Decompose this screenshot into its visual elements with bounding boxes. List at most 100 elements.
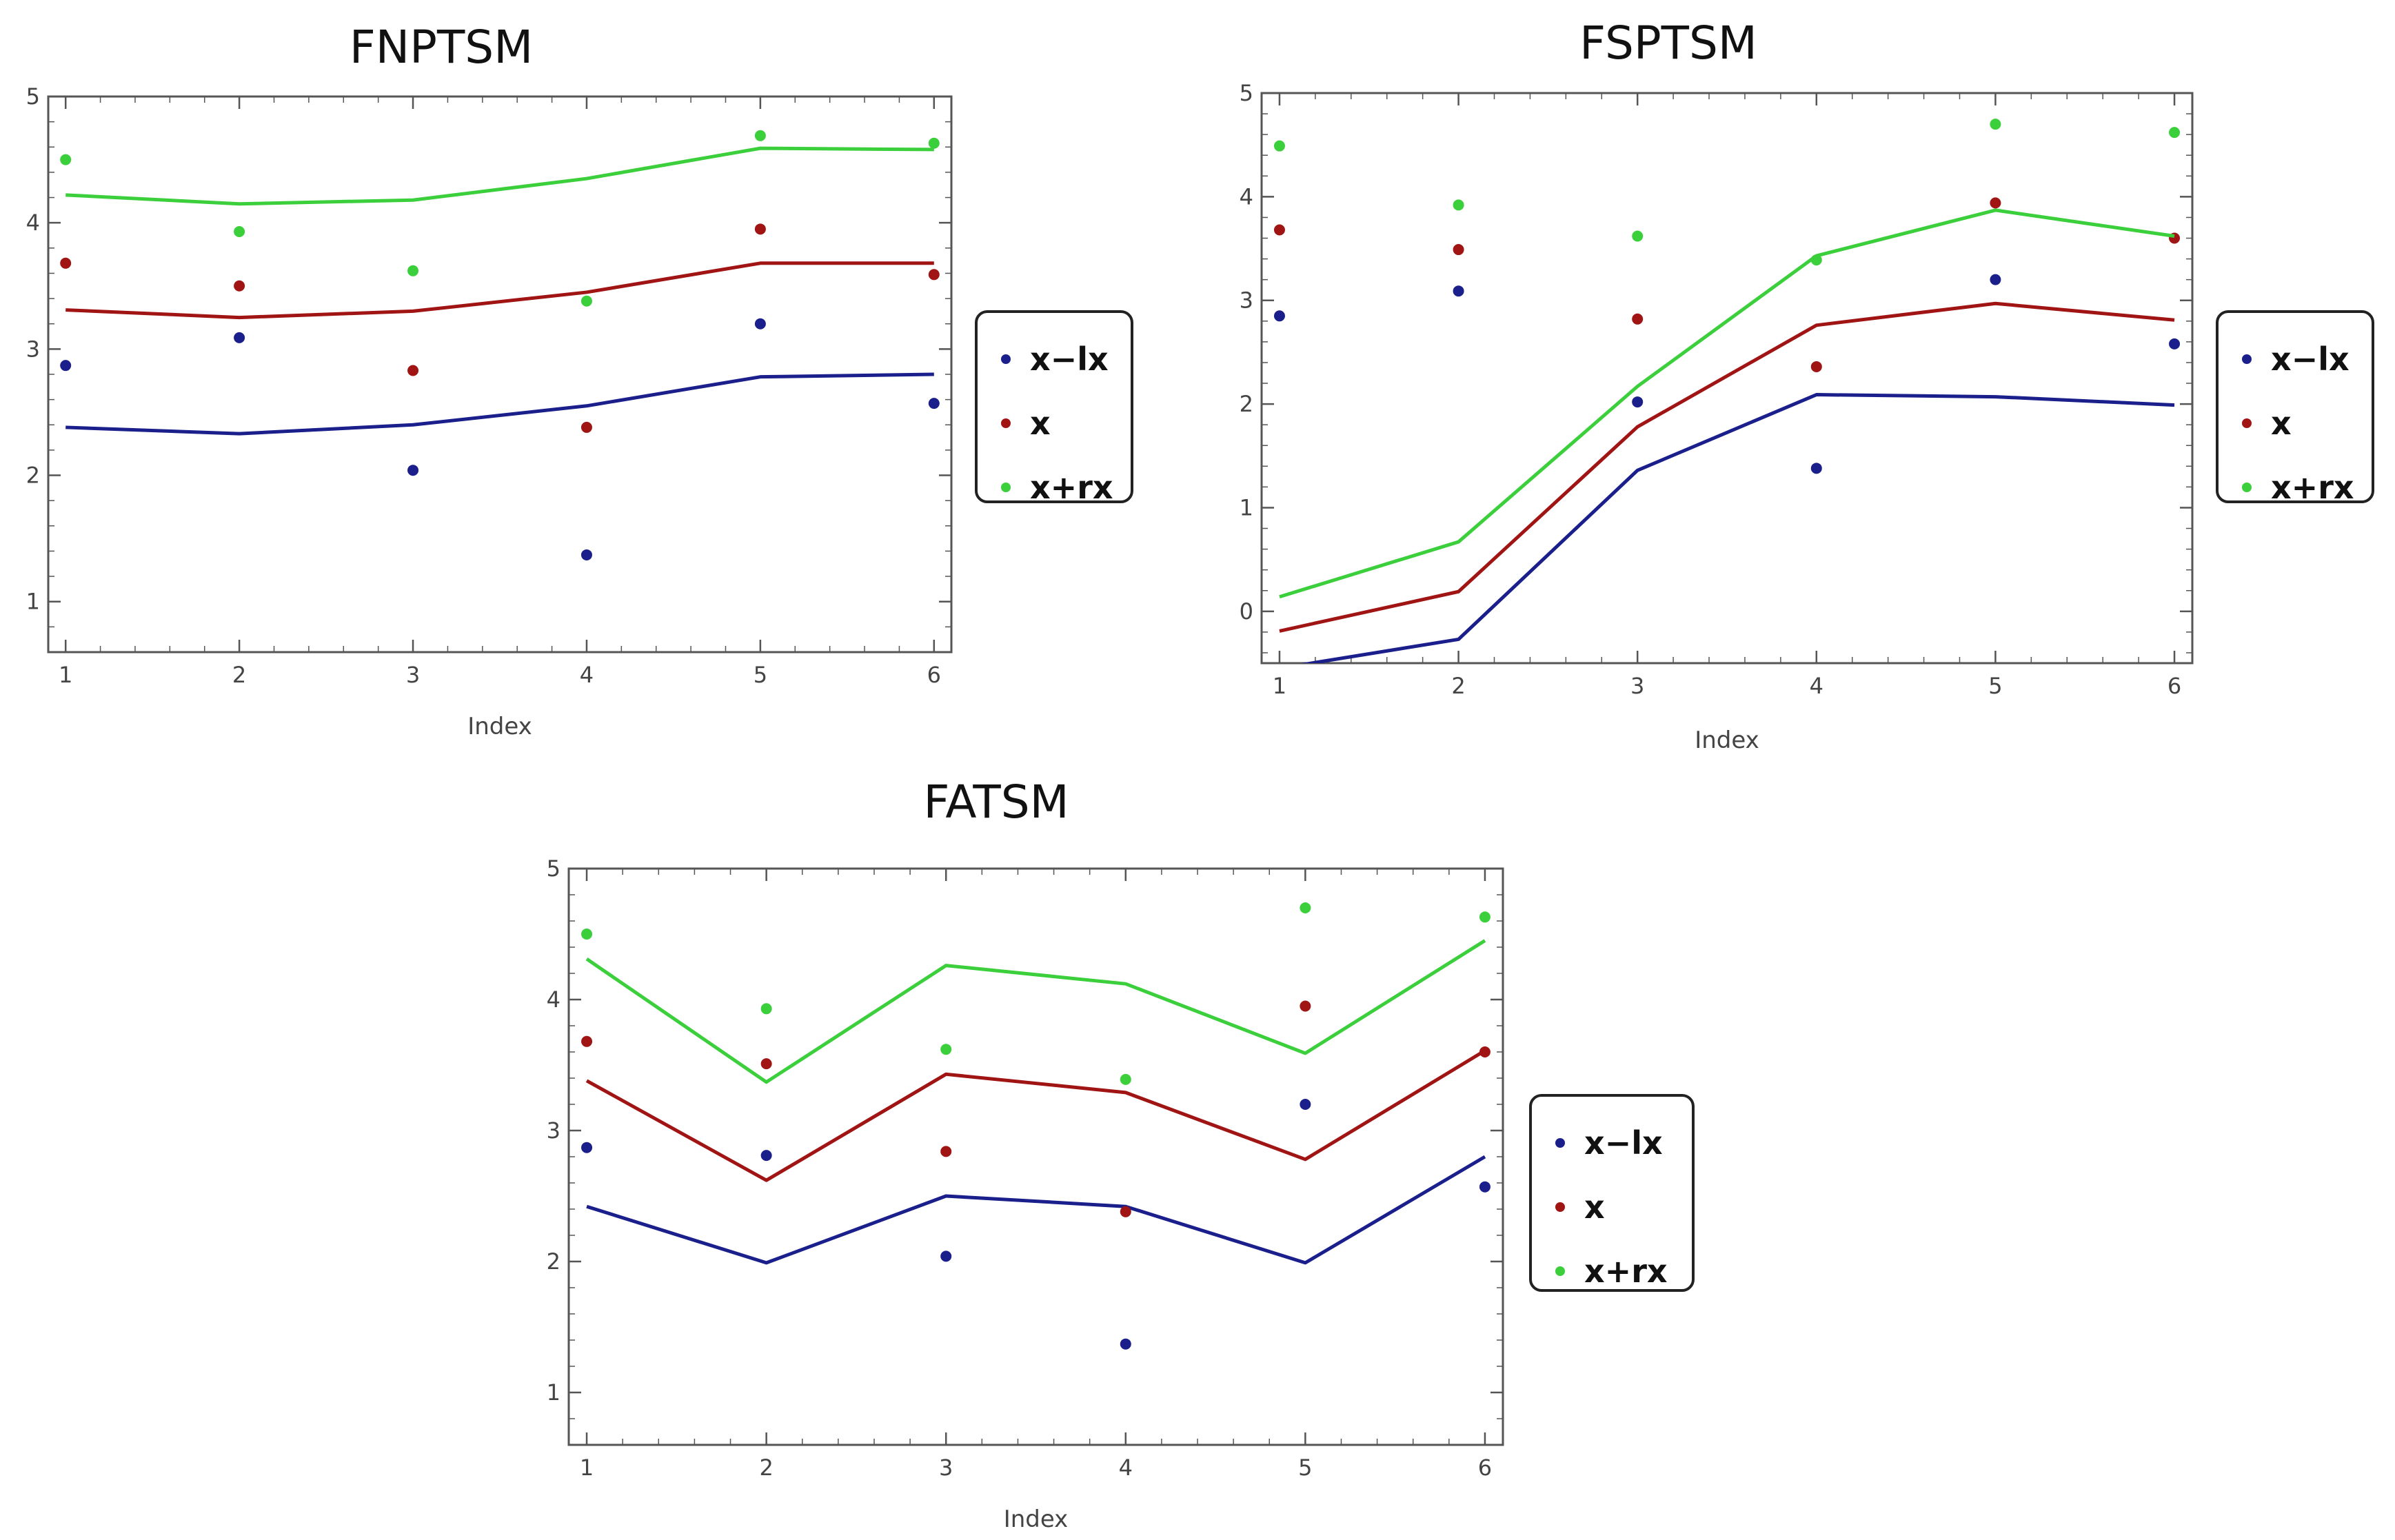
- data-point-x-lx: [1810, 463, 1822, 474]
- legend-label: x: [1030, 404, 1051, 442]
- y-tick-label: 2: [547, 1248, 560, 1275]
- data-point-x-lx: [581, 1142, 593, 1153]
- series-line-x-lx: [586, 1155, 1486, 1265]
- data-point-x-rx: [581, 929, 593, 940]
- x-tick-label: 5: [754, 662, 767, 688]
- y-tick-label: 5: [26, 83, 40, 110]
- legend-item-x-rx: x+rx: [1001, 455, 1131, 519]
- legend-item-x: x: [1001, 391, 1131, 455]
- data-point-x-lx: [1273, 310, 1285, 322]
- y-tick-label: 2: [26, 463, 40, 489]
- data-point-x-lx: [760, 1150, 772, 1162]
- x-tick-label: 1: [1273, 673, 1286, 699]
- legend-label: x−lx: [1030, 340, 1109, 378]
- chart-title-fsptsm: FSPTSM: [1579, 17, 1757, 70]
- data-point-x-lx: [60, 360, 72, 372]
- y-tick-label: 4: [1240, 183, 1253, 210]
- x-tick-label: 4: [1810, 673, 1823, 699]
- data-point-x: [1479, 1046, 1490, 1057]
- legend-fsptsm: x−lx x x+rx: [2216, 310, 2374, 506]
- data-point-x-lx: [1990, 274, 2001, 285]
- data-point-x-rx: [1632, 230, 1644, 242]
- data-point-x-lx: [1479, 1181, 1490, 1193]
- data-point-x-lx: [2169, 338, 2181, 349]
- legend-marker-x-lx: [2242, 354, 2252, 364]
- y-tick-label: 4: [26, 210, 40, 236]
- data-point-x-rx: [1810, 254, 1822, 266]
- data-point-x: [760, 1058, 772, 1070]
- y-tick-label: 5: [547, 855, 560, 882]
- y-tick-label: 1: [26, 589, 40, 615]
- series-line-x: [65, 261, 934, 320]
- data-point-x-rx: [754, 130, 766, 141]
- legend-marker-x-lx: [1001, 354, 1011, 364]
- data-point-x-rx: [1990, 119, 2001, 130]
- plot-area: [60, 130, 940, 560]
- y-tick-label: 3: [547, 1117, 560, 1144]
- legend-item-x-rx: x+rx: [2242, 455, 2372, 519]
- legend-label: x: [2271, 404, 2292, 442]
- legend-marker-x: [1001, 418, 1011, 428]
- legend-marker-x-rx: [1001, 482, 1011, 492]
- data-point-x: [1810, 361, 1822, 372]
- series-line-x-rx: [1279, 208, 2175, 599]
- x-tick-label: 2: [1451, 673, 1465, 699]
- x-tick-label: 2: [232, 662, 246, 688]
- series-line-x-lx: [65, 372, 934, 436]
- legend-item-x-lx: x−lx: [2242, 327, 2372, 391]
- legend-item-x-lx: x−lx: [1555, 1111, 1692, 1175]
- y-tick-label: 1: [547, 1379, 560, 1406]
- data-point-x-rx: [1273, 140, 1285, 152]
- legend-marker-x: [1555, 1202, 1565, 1212]
- chart-title-fnptsm: FNPTSM: [349, 21, 534, 74]
- legend-label: x: [1584, 1188, 1605, 1226]
- plot-fnptsm: 1 2 3 4 5 1 2 3 4 5 6 Index: [26, 83, 953, 740]
- data-point-x-rx: [940, 1044, 952, 1055]
- x-tick-label: 3: [1630, 673, 1644, 699]
- x-tick-label: 2: [759, 1455, 773, 1481]
- chart-title-fatsm: FATSM: [923, 776, 1069, 829]
- plot-fatsm: 1 2 3 4 5 1 2 3 4 5 6 Index: [547, 855, 1504, 1533]
- data-point-x-lx: [407, 465, 419, 476]
- legend-marker-x: [2242, 418, 2252, 428]
- data-point-x: [234, 280, 245, 292]
- data-point-x-rx: [1479, 911, 1490, 923]
- data-point-x: [580, 421, 592, 433]
- y-tick-label: 2: [1240, 391, 1253, 417]
- plot-frame: [567, 867, 1504, 1446]
- series-line-x-rx: [585, 939, 1486, 1084]
- series-line-x-rx: [65, 146, 934, 206]
- x-axis-label: Index: [467, 713, 532, 740]
- x-tick-label: 1: [580, 1455, 594, 1481]
- legend-item-x: x: [2242, 391, 2372, 455]
- plot-area: [581, 902, 1490, 1350]
- data-point-x-lx: [1453, 285, 1464, 297]
- y-tick-label: 3: [26, 336, 40, 362]
- data-point-x-lx: [928, 398, 940, 409]
- x-tick-label: 4: [580, 662, 594, 688]
- y-tick-label: 5: [1240, 80, 1253, 106]
- y-tick-label: 4: [547, 986, 560, 1013]
- data-point-x-lx: [940, 1250, 952, 1262]
- legend-marker-x-rx: [1555, 1266, 1565, 1276]
- data-point-x: [1120, 1206, 1131, 1217]
- y-tick-label: 0: [1240, 598, 1253, 625]
- x-axis-label: Index: [1004, 1506, 1069, 1533]
- data-point-x: [1453, 244, 1464, 256]
- data-point-x-rx: [407, 265, 419, 276]
- plot-fsptsm: 0 1 2 3 4 5 1 2 3 4 5 6 Index: [1240, 80, 2194, 754]
- legend-label: x−lx: [1584, 1124, 1663, 1162]
- legend-label: x+rx: [2271, 468, 2354, 506]
- data-point-x: [581, 1035, 593, 1047]
- series-line-x: [1279, 301, 2175, 633]
- x-tick-label: 6: [1478, 1455, 1492, 1481]
- data-point-x: [1632, 313, 1644, 325]
- data-point-x-rx: [928, 137, 940, 149]
- x-tick-label: 5: [1298, 1455, 1312, 1481]
- x-tick-label: 5: [1988, 673, 2002, 699]
- data-point-x: [754, 223, 766, 235]
- data-point-x-lx: [1120, 1338, 1131, 1350]
- data-point-x-lx: [580, 549, 592, 560]
- x-tick-label: 4: [1119, 1455, 1133, 1481]
- series-line-x-lx: [1300, 393, 2175, 663]
